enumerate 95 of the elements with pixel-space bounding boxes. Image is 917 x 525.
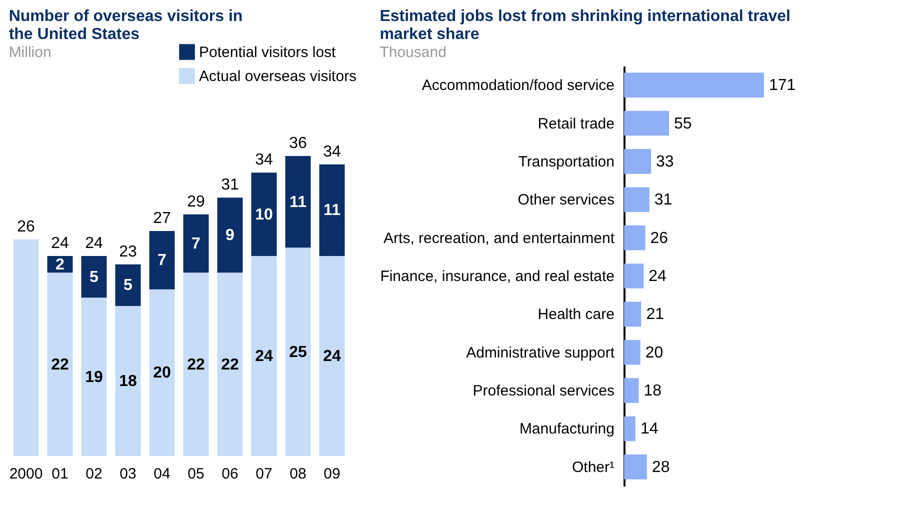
y-tick-label: Other¹ — [572, 458, 614, 476]
y-tick-label: Manufacturing — [519, 420, 614, 438]
bar — [47, 272, 73, 456]
data-label: 19 — [85, 368, 103, 386]
data-label: 5 — [90, 268, 99, 286]
data-label: 33 — [656, 153, 674, 170]
data-label: 7 — [158, 252, 167, 270]
y-tick-label: Retail trade — [538, 115, 614, 132]
total-label: 27 — [153, 210, 171, 227]
bar — [149, 231, 175, 290]
data-label: 22 — [51, 356, 69, 374]
bar — [81, 256, 107, 298]
bar — [624, 340, 640, 365]
legend-label: Potential visitors lost — [199, 44, 337, 61]
bar — [81, 298, 107, 456]
data-label: 31 — [654, 192, 672, 209]
bar — [285, 248, 311, 456]
total-label: 29 — [187, 193, 205, 210]
data-label: 20 — [645, 344, 664, 362]
total-label: 34 — [323, 143, 341, 160]
x-tick-label: 03 — [120, 466, 136, 482]
bar — [624, 416, 636, 442]
x-tick-label: 02 — [86, 466, 102, 482]
data-label: 7 — [192, 236, 201, 252]
total-label: 31 — [221, 176, 239, 194]
bar — [149, 289, 175, 456]
y-tick-label: Accommodation/food service — [422, 77, 614, 94]
data-label: 18 — [119, 373, 137, 390]
chart-subtitle: Million — [8, 44, 52, 61]
total-label: 26 — [17, 218, 35, 236]
bar — [217, 272, 243, 456]
x-tick-label: 09 — [324, 466, 340, 482]
x-tick-label: 08 — [290, 466, 306, 482]
bar — [13, 239, 39, 456]
chart-title: Estimated jobs lost from shrinking international travel market share — [380, 8, 790, 43]
data-label: 14 — [640, 420, 658, 438]
bar — [319, 164, 345, 256]
x-tick-label: 2000 — [9, 466, 43, 482]
y-tick-label: Finance, insurance, and real estate — [380, 268, 614, 285]
bar — [624, 225, 646, 250]
y-tick-label: Professional services — [472, 382, 614, 400]
bar — [624, 264, 644, 288]
bar — [624, 454, 647, 480]
data-label: 26 — [650, 230, 668, 247]
data-label: 11 — [324, 202, 341, 220]
bar — [624, 110, 670, 136]
total-label: 24 — [51, 235, 69, 252]
data-label: 21 — [646, 306, 664, 324]
bar — [319, 256, 345, 456]
x-tick-label: 06 — [222, 466, 238, 482]
bar — [183, 272, 209, 456]
x-tick-label: 07 — [256, 466, 272, 482]
legend-label: Actual overseas visitors — [199, 68, 357, 85]
data-label: 2 — [56, 256, 65, 274]
bar — [624, 302, 642, 327]
y-tick-label: Arts, recreation, and entertainment — [384, 230, 616, 247]
data-label: 24 — [648, 268, 667, 285]
total-label: 23 — [119, 243, 137, 260]
data-label: 20 — [153, 364, 171, 382]
bar — [251, 172, 277, 256]
data-label: 55 — [674, 115, 692, 132]
total-label: 36 — [289, 135, 307, 152]
x-tick-label: 01 — [52, 466, 68, 482]
total-label: 34 — [255, 152, 273, 169]
y-tick-label: Health care — [538, 306, 614, 324]
bar — [285, 156, 311, 248]
bar — [624, 72, 764, 98]
data-label: 18 — [644, 382, 662, 400]
data-label: 25 — [289, 344, 307, 361]
data-label: 11 — [290, 194, 307, 211]
chart-title: Number of overseas visitors in the United States — [8, 8, 243, 43]
bar — [115, 306, 141, 456]
x-tick-label: 04 — [154, 466, 170, 482]
y-tick-label: Other services — [518, 192, 614, 209]
bar — [251, 256, 277, 456]
data-label: 10 — [255, 206, 273, 224]
data-label: 24 — [255, 348, 273, 365]
bar — [115, 264, 141, 306]
bar — [624, 149, 652, 174]
bar — [624, 378, 639, 403]
data-label: 9 — [226, 227, 235, 244]
x-tick-label: 05 — [188, 466, 204, 482]
data-label: 22 — [187, 356, 205, 374]
data-label: 28 — [652, 458, 670, 476]
data-label: 171 — [769, 77, 796, 94]
data-label: 5 — [124, 277, 133, 294]
text: Thousand — [380, 44, 446, 61]
bar — [217, 198, 243, 273]
bar — [624, 187, 650, 212]
bar — [183, 214, 209, 273]
y-tick-label: Transportation — [518, 153, 614, 170]
total-label: 24 — [85, 235, 103, 252]
data-label: 22 — [221, 356, 239, 374]
data-label: 24 — [323, 348, 341, 365]
y-tick-label: Administrative support — [466, 344, 616, 362]
